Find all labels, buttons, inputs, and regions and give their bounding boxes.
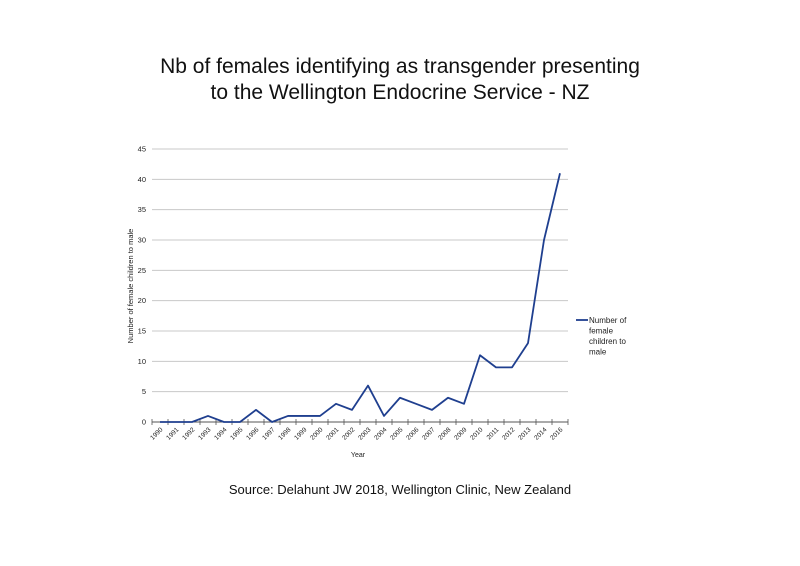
x-tick-label: 1995 [229,426,244,441]
x-tick-label: 2006 [405,426,420,441]
data-point [511,367,513,369]
x-tick-label: 1991 [165,426,180,441]
data-point [319,415,321,417]
y-tick-label: 45 [138,145,146,154]
x-tick-label: 2013 [517,426,532,441]
x-tick-labels: 1990 1991 1992 1993 1994 1995 1996 1997 1998 1999… [149,426,564,441]
data-point [431,409,433,411]
x-tick-label: 2004 [373,426,388,441]
x-tick-label: 1990 [149,426,164,441]
x-tick-label: 2009 [453,426,468,441]
legend-label: children to [589,337,626,346]
data-point [447,397,449,399]
y-tick-label: 10 [138,357,146,366]
source-note: Source: Delahunt JW 2018, Wellington Cli… [228,482,572,497]
data-point [271,421,273,423]
axes [151,419,569,425]
y-tick-label: 25 [138,266,146,275]
x-tick-label: 2000 [309,426,324,441]
data-point [479,354,481,356]
x-tick-label: 1994 [213,426,228,441]
y-tick-label: 0 [142,418,146,427]
legend-label: male [589,348,607,357]
data-point [223,421,225,423]
series-line [160,173,561,423]
data-point [239,421,241,423]
legend-label: female [589,327,614,336]
data-point [303,415,305,417]
x-tick-label: 2007 [421,426,436,441]
x-tick-label: 2011 [486,426,501,441]
x-tick-label: 2008 [437,426,452,441]
data-point [207,415,209,417]
data-point [527,342,529,344]
x-tick-label: 2001 [325,426,340,441]
x-tick-label: 1996 [245,426,260,441]
y-axis-label: Number of female children to male [126,229,135,344]
data-point [175,421,177,423]
x-tick-label: 2003 [357,426,372,441]
y-tick-label: 5 [142,387,146,396]
y-tick-label: 15 [138,327,146,336]
x-tick-label: 1997 [261,426,276,441]
chart-title-line-1: Nb of females identifying as transgender… [160,55,640,78]
data-point [559,172,561,174]
data-point [191,421,193,423]
data-point [255,409,257,411]
data-point [383,415,385,417]
data-point [335,403,337,405]
y-tick-labels: 0 5 10 15 20 25 30 35 40 45 [138,145,146,427]
legend-label: Number of [589,316,627,325]
x-tick-label: 1993 [197,426,212,441]
gridlines [152,148,568,393]
x-tick-label: 2005 [389,426,404,441]
data-point [367,385,369,387]
x-tick-label: 2012 [501,426,516,441]
y-tick-label: 30 [138,236,146,245]
data-point [543,239,545,241]
data-point [399,397,401,399]
x-tick-label: 2014 [533,426,548,441]
data-point [415,403,417,405]
x-tick-label: 1998 [277,426,292,441]
data-point [463,403,465,405]
x-tick-label: 2002 [341,426,356,441]
data-point [159,421,161,423]
y-tick-label: 40 [138,175,146,184]
x-axis-label: Year [351,452,366,459]
series-group [159,172,561,423]
y-tick-label: 35 [138,205,146,214]
x-tick-label: 1999 [293,426,308,441]
data-point [287,415,289,417]
chart-title: Nb of females identifying as transgender… [0,54,800,106]
x-tick-label: 2016 [549,426,564,441]
x-tick-label: 1992 [181,426,196,441]
data-point [351,409,353,411]
chart-title-line-2: to the Wellington Endocrine Service - NZ [210,81,590,104]
data-point [495,367,497,369]
x-tick-label: 2010 [469,426,484,441]
y-tick-label: 20 [138,296,146,305]
